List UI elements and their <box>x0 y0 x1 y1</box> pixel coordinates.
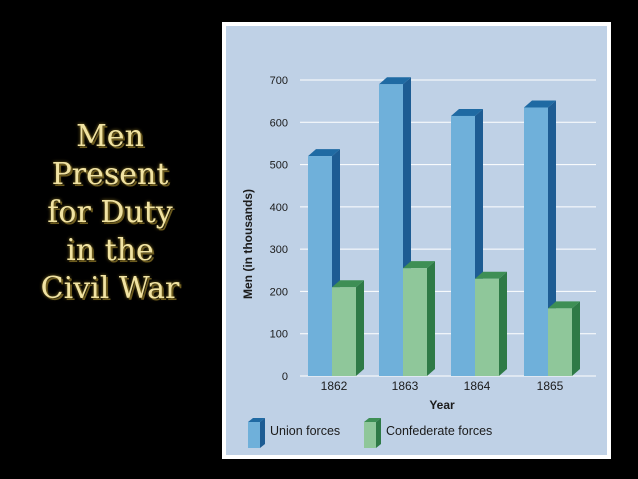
legend-item-union: Union forces <box>248 418 340 448</box>
y-tick-label: 200 <box>270 286 288 298</box>
bar-top <box>524 100 556 108</box>
chart-panel: 0 100 200 300 400 500 600 700 1862 1863 1864 1865 … <box>222 22 611 459</box>
bar-front <box>451 115 475 376</box>
confederate-bar <box>332 280 364 376</box>
bar-side <box>356 280 364 376</box>
bar-front <box>308 156 332 376</box>
legend-item-confederate: Confederate forces <box>364 418 492 448</box>
confederate-bar <box>475 271 507 376</box>
slide-title: Men Present for Duty in the Civil War <box>10 118 210 308</box>
legend-swatch <box>248 422 260 448</box>
slide-title-line: Civil War <box>40 271 180 306</box>
legend-swatch-side <box>376 418 381 448</box>
bar-front <box>524 107 548 376</box>
bar-front <box>475 278 499 376</box>
confederate-bar <box>548 301 580 376</box>
bar-top <box>403 261 435 269</box>
y-tick-label: 600 <box>270 117 288 129</box>
bar-front <box>548 308 572 376</box>
y-tick-label: 0 <box>282 371 288 383</box>
bar-top <box>332 280 364 288</box>
union-bar <box>379 77 411 376</box>
confederate-bar <box>403 261 435 376</box>
y-tick-label: 100 <box>270 329 288 341</box>
legend-swatch <box>364 422 376 448</box>
y-tick-label: 700 <box>270 75 288 87</box>
bar-top <box>379 77 411 85</box>
x-category-label: 1862 <box>321 379 348 393</box>
slide-title-line: Present <box>51 157 169 192</box>
bar-front <box>403 268 427 376</box>
bar-side <box>427 261 435 376</box>
y-tick-label: 300 <box>270 244 288 256</box>
bar-top <box>475 271 507 279</box>
bar-side <box>572 301 580 376</box>
slide-title-line: in the <box>66 233 154 268</box>
x-category-label: 1863 <box>392 379 419 393</box>
slide-title-line: for Duty <box>47 195 173 230</box>
x-axis-categories: 1862 1863 1864 1865 <box>321 379 564 393</box>
y-tick-label: 400 <box>270 202 288 214</box>
bar-top <box>308 149 340 157</box>
legend: Union forces Confederate forces <box>248 418 492 448</box>
bar-side <box>499 271 507 376</box>
bar-front <box>332 287 356 376</box>
bar-top <box>548 301 580 309</box>
slide-title-line: Men <box>76 119 144 154</box>
y-tick-label: 500 <box>270 160 288 172</box>
x-category-label: 1865 <box>537 379 564 393</box>
legend-swatch-top <box>248 418 265 422</box>
y-axis-ticks: 0 100 200 300 400 500 600 700 <box>270 75 288 383</box>
legend-swatch-side <box>260 418 265 448</box>
bars <box>308 77 580 376</box>
bar-top <box>451 108 483 116</box>
legend-swatch-top <box>364 418 381 422</box>
y-axis-title: Men (in thousands) <box>241 189 255 299</box>
legend-label: Union forces <box>270 424 340 438</box>
legend-label: Confederate forces <box>386 424 492 438</box>
bar-front <box>379 84 403 376</box>
x-axis-title: Year <box>429 398 455 412</box>
x-category-label: 1864 <box>464 379 491 393</box>
